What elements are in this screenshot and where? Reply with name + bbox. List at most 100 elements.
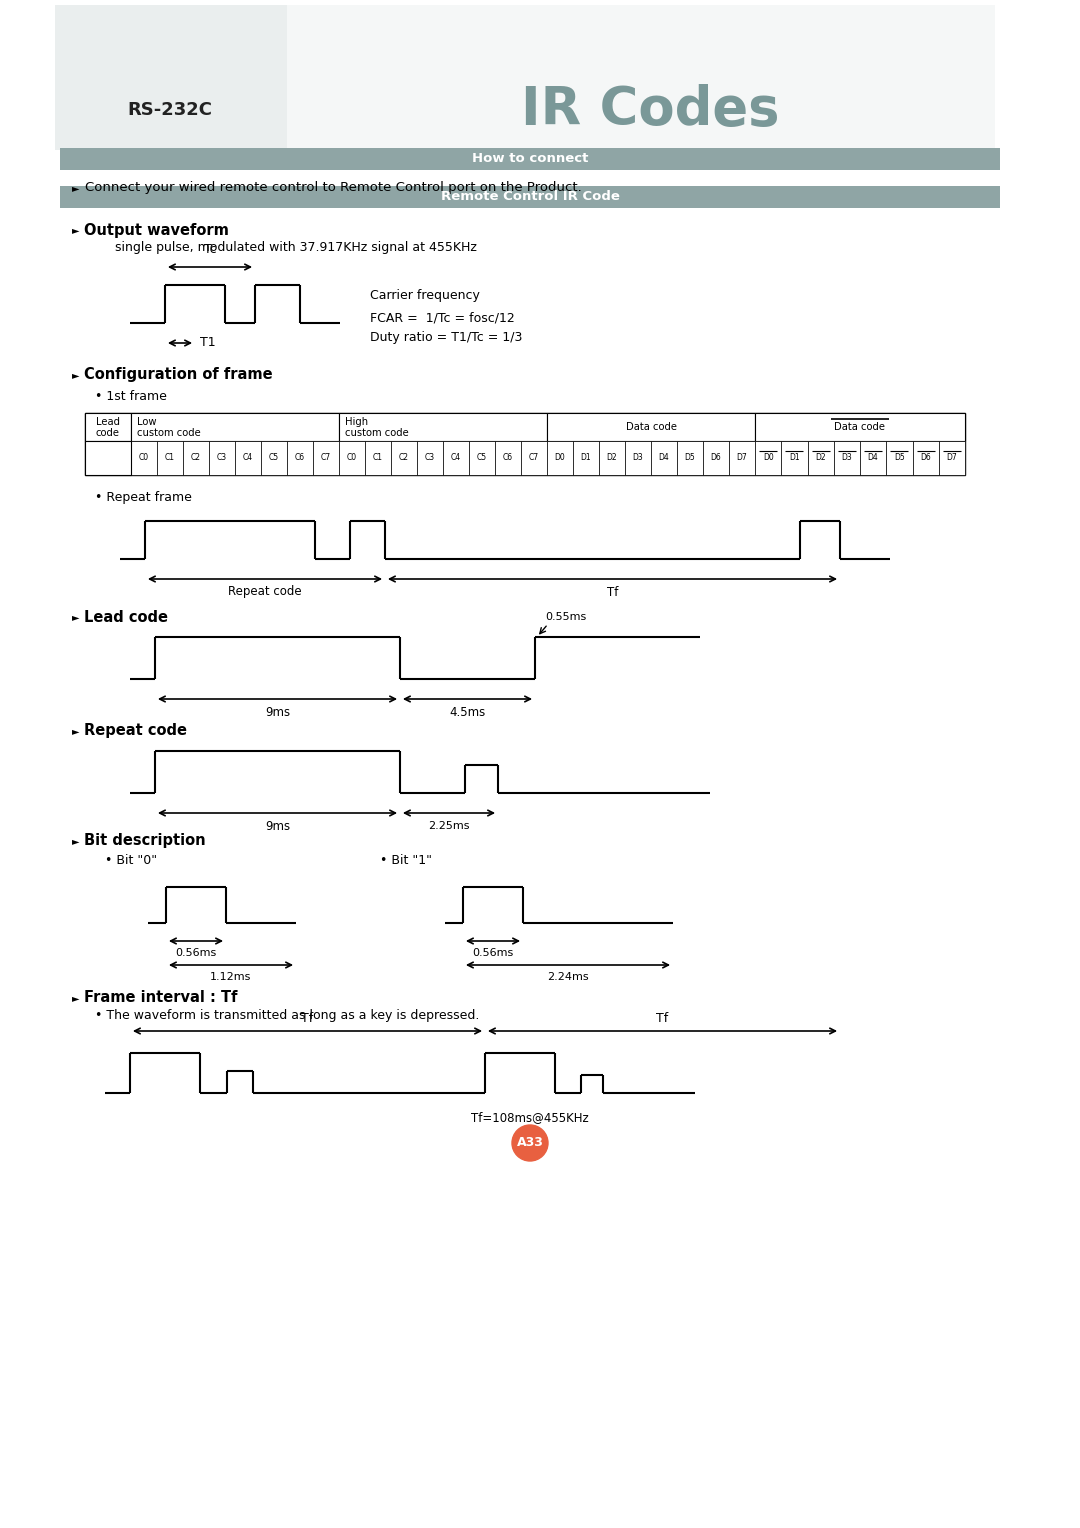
Text: D7: D7 <box>946 454 957 463</box>
Text: • Bit "0": • Bit "0" <box>105 854 157 868</box>
Text: 9ms: 9ms <box>265 819 291 833</box>
Bar <box>834 442 860 475</box>
Text: 2.25ms: 2.25ms <box>429 821 470 831</box>
Text: • 1st frame: • 1st frame <box>95 391 167 403</box>
Circle shape <box>512 1125 548 1161</box>
Bar <box>183 442 210 475</box>
Text: Tf: Tf <box>607 585 618 599</box>
Text: • The waveform is transmitted as long as a key is depressed.: • The waveform is transmitted as long as… <box>95 1010 480 1022</box>
Bar <box>573 442 599 475</box>
Text: A33: A33 <box>516 1137 543 1149</box>
Bar <box>443 442 469 475</box>
Text: D4: D4 <box>659 454 670 463</box>
Text: 4.5ms: 4.5ms <box>449 706 486 718</box>
Text: D0: D0 <box>555 454 565 463</box>
Text: • Bit "1": • Bit "1" <box>380 854 432 868</box>
Text: ►: ► <box>72 726 80 736</box>
Text: D2: D2 <box>607 454 618 463</box>
Text: C6: C6 <box>295 454 305 463</box>
Bar <box>755 442 781 475</box>
Bar <box>85 413 131 442</box>
Text: Carrier frequency: Carrier frequency <box>370 289 480 301</box>
Text: Repeat code: Repeat code <box>84 723 187 738</box>
Bar <box>287 442 313 475</box>
Bar <box>339 442 365 475</box>
Text: 2.24ms: 2.24ms <box>548 972 589 983</box>
Text: C2: C2 <box>399 454 409 463</box>
Bar <box>131 413 339 442</box>
Text: Tf: Tf <box>657 1012 669 1024</box>
Bar <box>521 442 546 475</box>
Bar <box>755 413 966 442</box>
Text: Frame interval : Tf: Frame interval : Tf <box>84 990 238 1005</box>
Text: C3: C3 <box>217 454 227 463</box>
Text: C2: C2 <box>191 454 201 463</box>
Text: D6: D6 <box>711 454 721 463</box>
Bar <box>729 442 755 475</box>
Text: 9ms: 9ms <box>265 706 291 718</box>
Bar <box>495 442 521 475</box>
Text: IR Codes: IR Codes <box>521 84 780 136</box>
Bar <box>546 413 755 442</box>
Bar <box>339 413 546 442</box>
Text: custom code: custom code <box>345 428 408 439</box>
Text: Tf: Tf <box>301 1012 313 1024</box>
Text: D3: D3 <box>841 454 852 463</box>
Bar <box>85 413 966 475</box>
Text: C5: C5 <box>269 454 279 463</box>
Bar <box>860 442 887 475</box>
Text: C7: C7 <box>529 454 539 463</box>
Bar <box>417 442 443 475</box>
Text: RS-232C: RS-232C <box>127 101 213 119</box>
Bar <box>85 442 131 475</box>
Text: T1: T1 <box>200 336 216 350</box>
Text: D7: D7 <box>737 454 747 463</box>
Text: C1: C1 <box>373 454 383 463</box>
Text: Data code: Data code <box>625 422 676 432</box>
Text: C4: C4 <box>451 454 461 463</box>
Text: Lead: Lead <box>96 417 120 426</box>
Text: Data code: Data code <box>835 422 886 432</box>
Bar <box>651 442 677 475</box>
Bar <box>157 442 183 475</box>
Text: ►: ► <box>72 183 80 193</box>
Text: C0: C0 <box>347 454 357 463</box>
Text: C0: C0 <box>139 454 149 463</box>
Bar <box>781 442 808 475</box>
Text: ►: ► <box>72 225 80 235</box>
Text: Connect your wired remote control to Remote Control port on the Product.: Connect your wired remote control to Rem… <box>85 182 582 194</box>
Text: Lead code: Lead code <box>84 610 168 625</box>
Text: ►: ► <box>72 993 80 1002</box>
Text: C5: C5 <box>477 454 487 463</box>
Text: How to connect: How to connect <box>472 153 589 165</box>
Text: C7: C7 <box>321 454 332 463</box>
Bar <box>808 442 834 475</box>
Text: D5: D5 <box>685 454 696 463</box>
Text: 0.55ms: 0.55ms <box>545 613 586 622</box>
Bar <box>60 186 1000 208</box>
Bar <box>261 442 287 475</box>
Bar <box>391 442 417 475</box>
Text: 1.12ms: 1.12ms <box>211 972 252 983</box>
Text: 0.56ms: 0.56ms <box>472 947 514 958</box>
Text: Tc: Tc <box>204 243 216 257</box>
Text: 0.56ms: 0.56ms <box>175 947 217 958</box>
Text: ►: ► <box>72 370 80 380</box>
Text: D6: D6 <box>920 454 931 463</box>
Text: D4: D4 <box>867 454 878 463</box>
Bar <box>55 5 287 150</box>
Text: D3: D3 <box>633 454 644 463</box>
Bar <box>913 442 939 475</box>
Bar <box>469 442 495 475</box>
Bar <box>887 442 913 475</box>
Text: Repeat code: Repeat code <box>228 585 301 599</box>
Text: Tf=108ms@455KHz: Tf=108ms@455KHz <box>471 1111 589 1125</box>
Text: custom code: custom code <box>137 428 201 439</box>
Text: D0: D0 <box>762 454 773 463</box>
Bar <box>939 442 966 475</box>
Bar <box>313 442 339 475</box>
Bar <box>60 148 1000 170</box>
Text: D1: D1 <box>581 454 592 463</box>
Bar <box>235 442 261 475</box>
Text: code: code <box>96 428 120 439</box>
